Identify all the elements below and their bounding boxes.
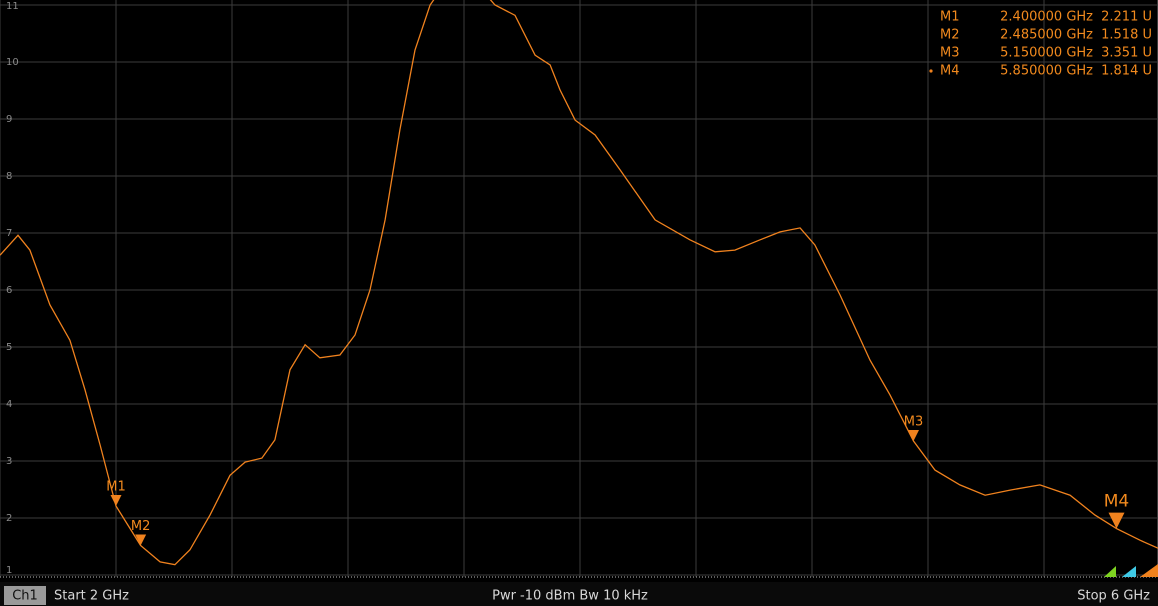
trace-area [0, 0, 1158, 566]
marker-triangle [1108, 512, 1125, 529]
marker-triangle [110, 494, 122, 506]
marker-name: M3 [940, 46, 960, 61]
indicator [1104, 566, 1116, 577]
markers: M1 M2 M3 M4 [106, 414, 1129, 546]
marker-table: M1 2.400000 GHz 2.211 U M2 2.485000 GHz 1.518… [929, 10, 1152, 79]
marker-label: M2 [131, 519, 151, 534]
marker-value: 1.518 U [1101, 28, 1152, 43]
marker-label: M4 [1104, 492, 1129, 512]
indicator [1140, 564, 1158, 577]
marker-frequency: 5.850000 GHz [1000, 64, 1093, 79]
marker-value: 2.211 U [1101, 10, 1152, 25]
status-background [0, 582, 1158, 606]
marker-triangle [135, 534, 147, 546]
y-tick-label: 7 [6, 228, 12, 239]
start-label: Start 2 GHz [54, 589, 129, 604]
y-tick-label: 2 [6, 513, 12, 524]
center-label: Pwr -10 dBm Bw 10 kHz [492, 589, 648, 604]
marker-frequency: 2.485000 GHz [1000, 28, 1093, 43]
marker-label: M3 [904, 414, 924, 429]
indicator [1122, 566, 1136, 577]
channel-tab[interactable] [4, 586, 46, 605]
y-tick-label: 9 [6, 114, 12, 125]
marker-value: 1.814 U [1101, 64, 1152, 79]
marker-name: M1 [940, 10, 960, 25]
y-tick-label: 1 [6, 565, 12, 576]
marker-frequency: 2.400000 GHz [1000, 10, 1093, 25]
y-tick-label: 3 [6, 456, 12, 467]
y-tick-label: 4 [6, 399, 12, 410]
y-tick-label: 5 [6, 342, 12, 353]
y-tick-label: 11 [6, 1, 19, 12]
trace-line [0, 0, 1158, 566]
marker-name: M2 [940, 28, 960, 43]
active-bullet [929, 69, 933, 73]
y-tick-label: 8 [6, 171, 12, 182]
grid: 1 2 3 4 5 6 7 8 9 10 11 [0, 0, 1158, 577]
marker-label: M1 [106, 479, 126, 494]
marker-value: 3.351 U [1101, 46, 1152, 61]
stop-label: Stop 6 GHz [1077, 589, 1150, 604]
marker-triangle [908, 429, 919, 441]
marker-frequency: 5.150000 GHz [1000, 46, 1093, 61]
y-tick-label: 10 [6, 57, 19, 68]
marker-name: M4 [940, 64, 960, 79]
channel-label[interactable]: Ch1 [12, 589, 38, 604]
status-bar: Ch1 Start 2 GHz Pwr -10 dBm Bw 10 kHz St… [0, 582, 1158, 606]
y-tick-label: 6 [6, 285, 12, 296]
